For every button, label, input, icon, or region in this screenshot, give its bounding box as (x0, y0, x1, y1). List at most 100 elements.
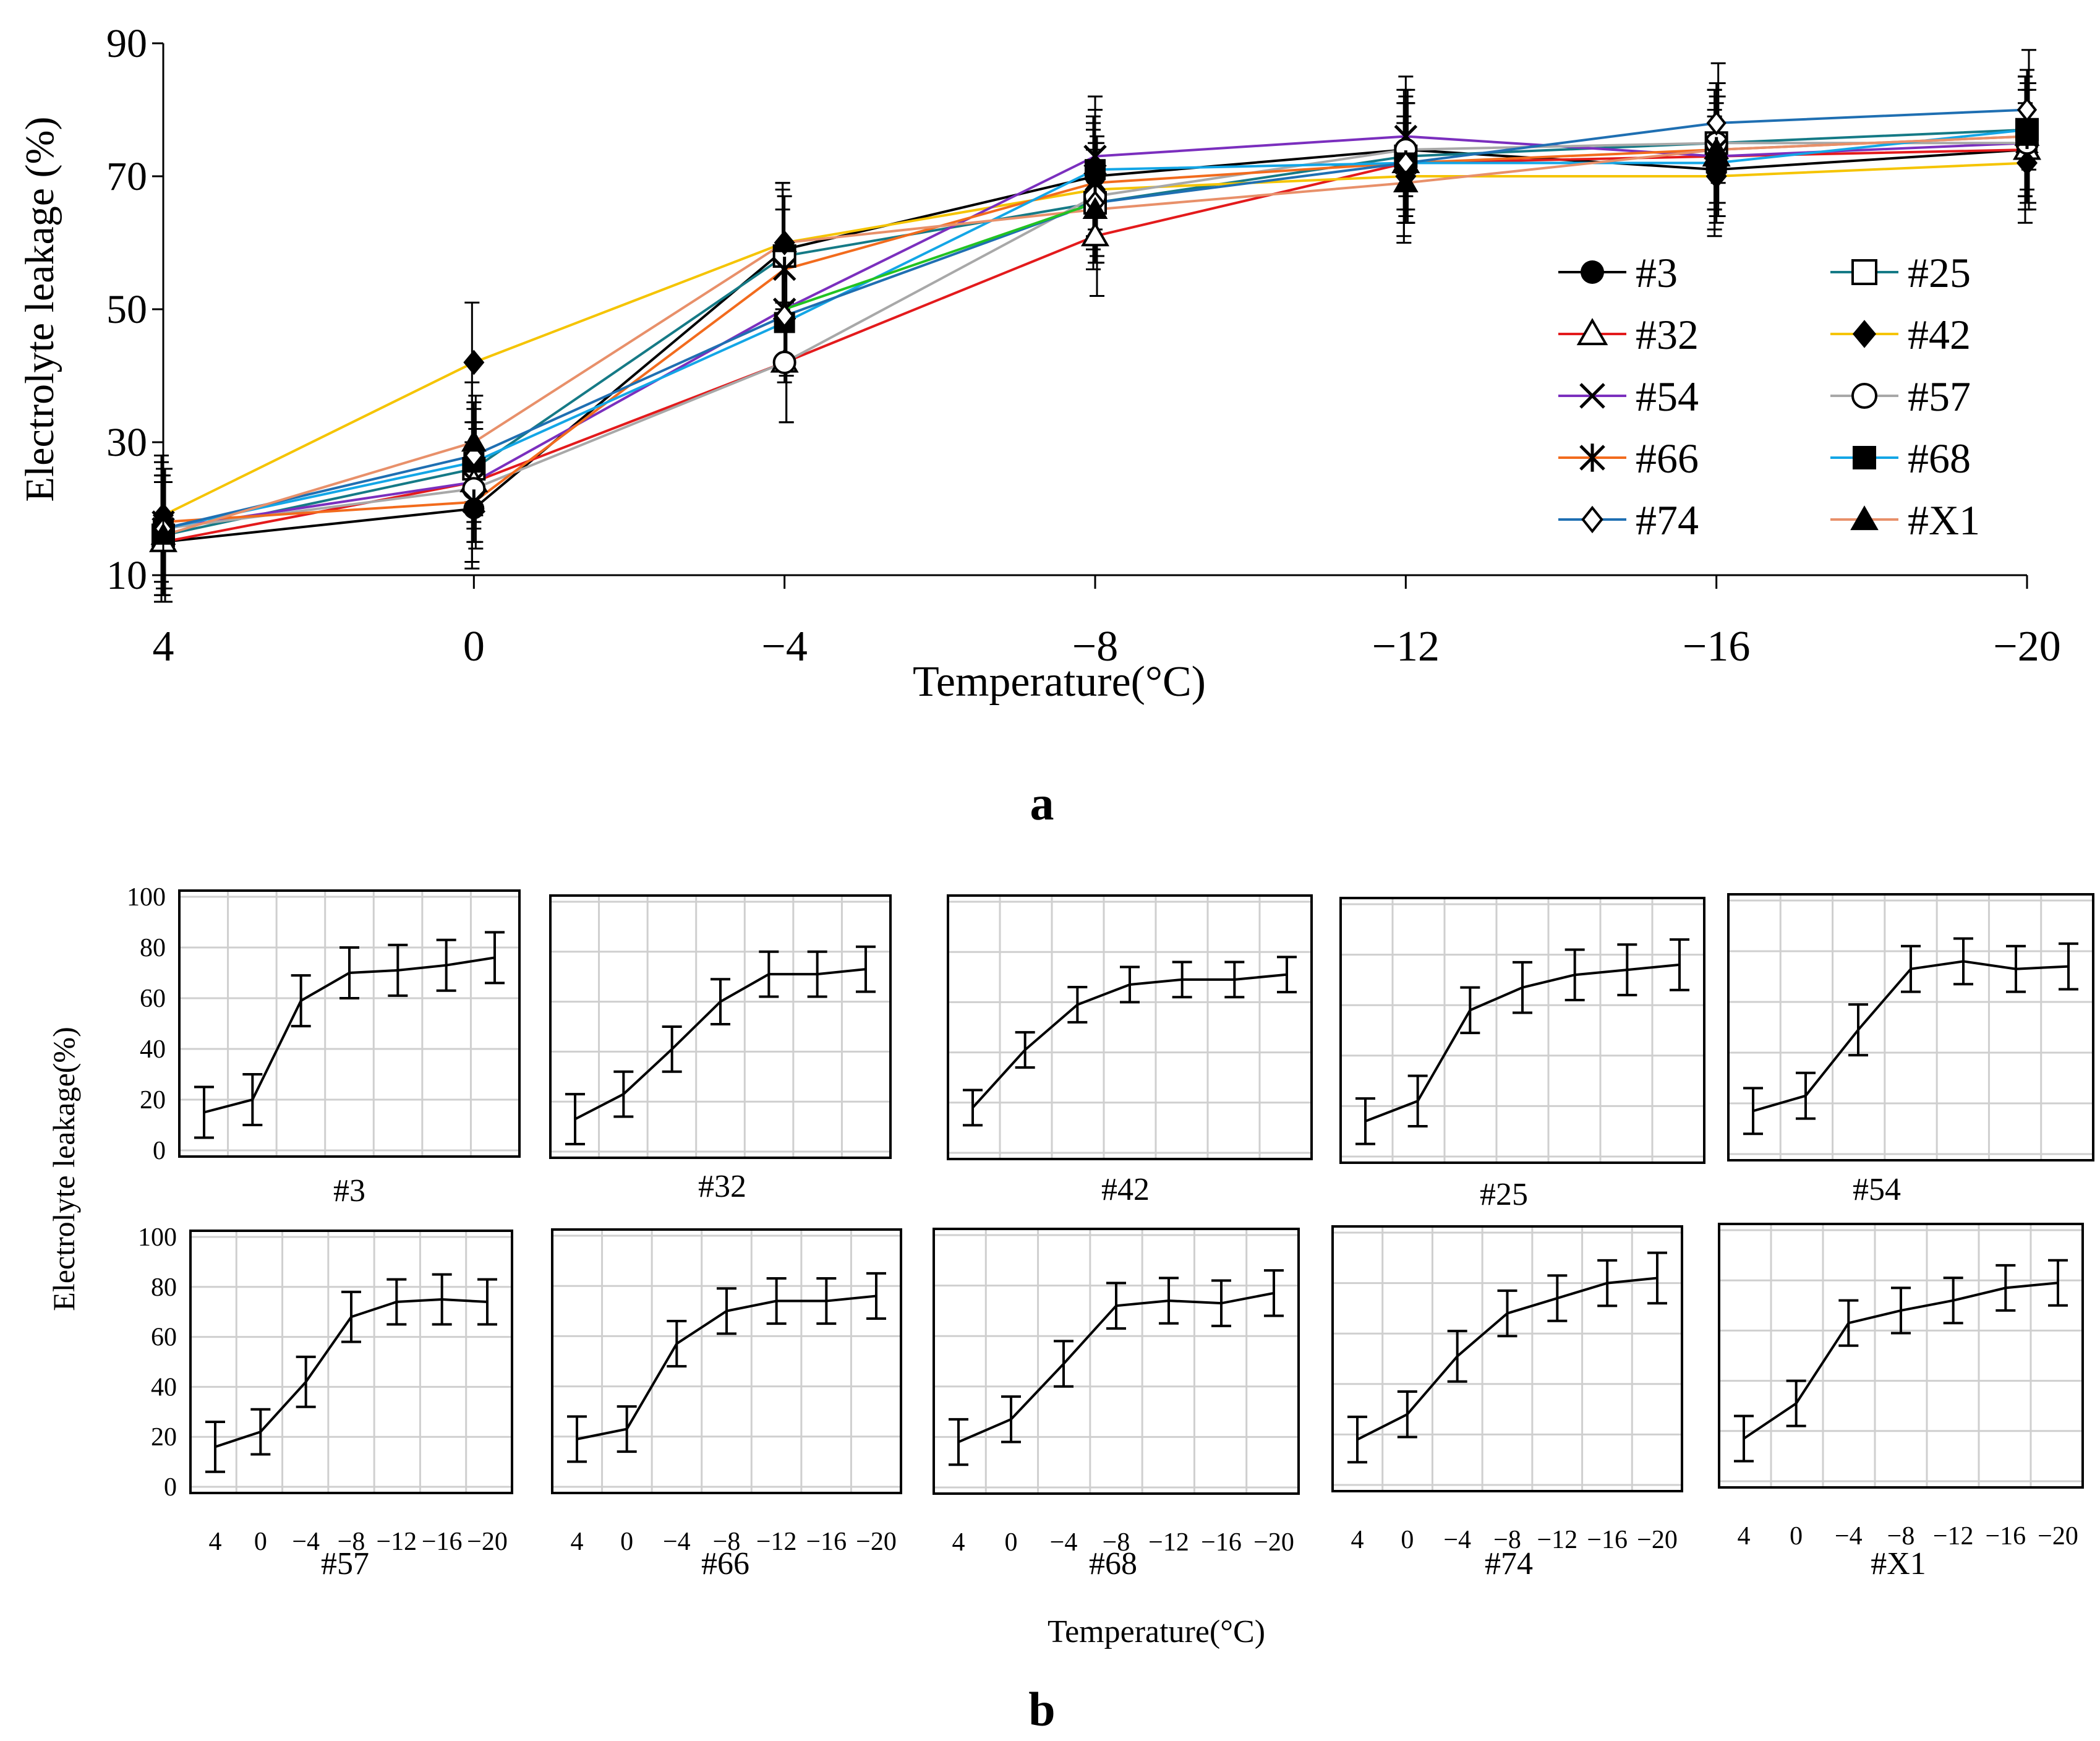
legend-item-42: #42 (1830, 311, 1971, 358)
legend-label: #54 (1636, 373, 1699, 420)
legend-swatch-marker (1579, 443, 1605, 472)
subplot-ytick-label: 80 (151, 1273, 177, 1302)
subplot-title: #57 (321, 1546, 369, 1581)
panel-a-point-x1 (2014, 124, 2040, 146)
panel-a-point-x1 (1393, 170, 1419, 193)
legend-swatch-marker (1853, 446, 1876, 469)
subplot-xtick-label: 4 (1351, 1526, 1364, 1554)
subplot-xtick-label: 0 (1790, 1522, 1803, 1551)
subplot-66: 4 0 −4 −8 −12 −16 −20 #66 (551, 1228, 902, 1581)
subplot-42: #42 (947, 894, 1313, 1207)
subplot-xtick-label: −20 (1637, 1526, 1678, 1554)
panel-a-point-42 (463, 349, 485, 375)
panel-a-point-74 (774, 303, 795, 328)
subplot-title: #32 (698, 1169, 746, 1204)
panel-a-point-66 (772, 257, 796, 282)
subplot-line-54 (1752, 960, 2069, 1113)
panel-a-chart: 10 30 50 70 90 4 0 −4 −8 −12 −16 −20 Electrolyte l… (17, 21, 2061, 830)
legend-swatch-marker (1851, 383, 1877, 409)
panel-a-ytick-label: 50 (106, 287, 147, 332)
subplot-title: #74 (1485, 1546, 1533, 1581)
subplot-line-68 (958, 1291, 1274, 1444)
subplot-ytick-label: 20 (151, 1423, 177, 1452)
subplot-title: #68 (1089, 1546, 1137, 1581)
legend-item-57: #57 (1830, 373, 1971, 420)
subplot-xtick-label: −8 (1887, 1522, 1915, 1551)
subplot-xtick-label: −4 (1050, 1528, 1078, 1557)
subplot-xtick-label: −8 (713, 1528, 741, 1556)
panel-a-point-x1 (461, 429, 487, 452)
legend-label: #X1 (1908, 497, 1980, 544)
subplot-xtick-label: −12 (756, 1528, 797, 1556)
subplot-frame (1331, 1225, 1683, 1492)
panel-a-xtick-label: −8 (1072, 623, 1118, 670)
panel-a-xtick-label: −4 (761, 623, 807, 670)
subplot-title: #X1 (1871, 1546, 1926, 1581)
legend-item-66: #66 (1558, 435, 1699, 482)
panel-a-point-x1 (772, 230, 798, 252)
subplot-32: #32 (549, 894, 892, 1204)
panel-b-y-axis-title: Electrolyte leakage(%) (46, 1027, 81, 1311)
subplot-ytick-label: 60 (140, 985, 166, 1013)
panel-b-label: b (1028, 1682, 1055, 1736)
legend-swatch-marker (1581, 260, 1604, 284)
subplot-xtick-label: 0 (1005, 1528, 1018, 1557)
subplot-25: #25 (1339, 897, 1705, 1212)
subplot-xtick-label: −12 (1933, 1522, 1974, 1551)
panel-a-point-32 (1080, 221, 1110, 247)
subplot-xtick-label: −16 (1985, 1522, 2026, 1551)
subplot-line-42 (971, 973, 1287, 1109)
subplot-ytick-label: 100 (138, 1223, 177, 1252)
panel-a-point-x1 (1704, 137, 1730, 160)
subplot-ytick-label: 40 (151, 1373, 177, 1401)
subplot-3: 0 20 40 60 80 100 #3 (127, 883, 521, 1208)
panel-a-point-74 (1706, 110, 1727, 136)
subplot-xtick-label: −4 (1835, 1522, 1863, 1551)
panel-a-point-68 (1085, 159, 1106, 181)
subplot-xtick-label: 0 (1401, 1526, 1414, 1554)
subplot-68: 4 0 −4 −8 −12 −16 −20 #68 (933, 1228, 1300, 1581)
legend-swatch-marker (1853, 320, 1876, 348)
legend-item-32: #32 (1558, 311, 1699, 358)
subplot-frame (178, 889, 521, 1158)
panel-a-y-axis-title: Electrolyte leakage (%) (17, 117, 62, 502)
subplot-54: #54 (1727, 893, 2094, 1207)
subplot-line-3 (203, 956, 495, 1114)
legend-swatch-marker (1576, 318, 1608, 346)
subplot-xtick-label: −16 (1201, 1528, 1242, 1557)
subplot-frame (933, 1228, 1300, 1495)
legend-swatch-marker (1850, 505, 1879, 531)
subplot-xtick-label: −4 (1443, 1526, 1471, 1554)
panel-a-point-x1 (1082, 197, 1108, 220)
subplot-line-57 (215, 1298, 488, 1448)
subplot-xtick-label: −8 (338, 1528, 365, 1556)
subplot-line-66 (576, 1294, 877, 1440)
subplot-ytick-label: 100 (127, 883, 166, 912)
subplot-frame (1727, 893, 2094, 1161)
subplot-xtick-label: −20 (1253, 1528, 1294, 1557)
subplot-xtick-label: −12 (376, 1528, 417, 1556)
subplot-ytick-label: 0 (164, 1473, 177, 1502)
legend-label: #32 (1636, 311, 1699, 358)
panel-a-point-42 (1705, 163, 1727, 189)
subplot-x1: 4 0 −4 −8 −12 −16 −20 #X1 (1718, 1223, 2084, 1581)
subplot-ytick-label: 60 (151, 1324, 177, 1352)
subplot-ytick-label: 40 (140, 1035, 166, 1064)
subplot-xtick-label: 4 (571, 1528, 584, 1556)
legend-label: #25 (1908, 249, 1971, 296)
legend-label: #74 (1636, 497, 1699, 544)
subplot-xtick-label: −16 (1587, 1526, 1628, 1554)
subplot-ytick-label: 20 (140, 1086, 166, 1114)
panel-a-xtick-label: 0 (463, 623, 485, 670)
legend-item-54: #54 (1558, 373, 1699, 420)
panel-a-x-axis-title: Temperature(°C) (913, 658, 1206, 706)
subplot-xtick-label: −16 (806, 1528, 847, 1556)
legend-swatch-marker (1579, 383, 1605, 409)
panel-a-x-ticks: 4 0 −4 −8 −12 −16 −20 (153, 575, 2061, 670)
subplot-xtick-label: 4 (209, 1528, 222, 1556)
subplot-line-x1 (1743, 1281, 2059, 1440)
panel-a-line-green-segment (784, 202, 1096, 310)
